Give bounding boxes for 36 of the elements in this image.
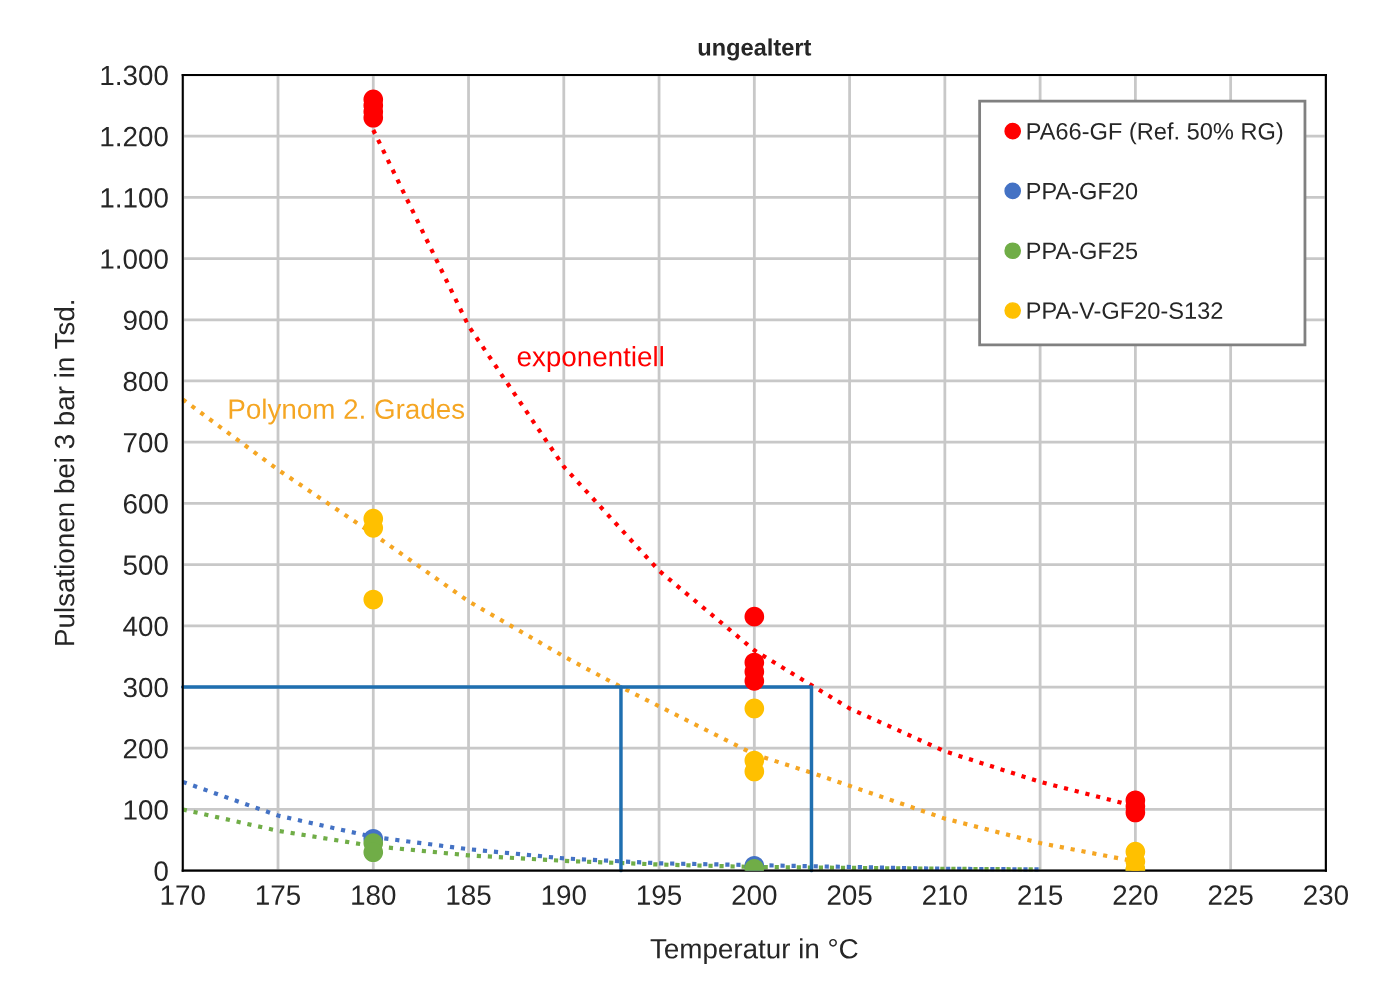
x-tick-label: 220 (1113, 885, 1158, 905)
legend-label: PA66-GF (Ref. 50% RG) (1027, 122, 1283, 145)
y-axis-title: Pulsationen bei 3 bar in Tsd. (54, 301, 75, 645)
x-tick-label: 225 (1208, 885, 1253, 905)
legend-label: PPA-GF25 (1027, 242, 1138, 260)
x-tick-label: 215 (1018, 885, 1063, 905)
x-tick-label: 210 (923, 885, 967, 905)
x-tick-label: 205 (827, 885, 872, 905)
y-tick-label: 100 (124, 800, 168, 820)
y-tick-label: 300 (123, 677, 168, 698)
y-tick-label: 400 (123, 616, 168, 637)
y-tick-label: 900 (123, 310, 168, 331)
legend-label: PPA-V-GF20-S132 (1027, 302, 1223, 320)
x-tick-label: 175 (256, 885, 301, 905)
y-tick-label: 500 (123, 555, 168, 575)
y-tick-label: 1.000 (101, 249, 168, 269)
y-tick-label: 700 (123, 432, 168, 453)
annotation: exponentiell (517, 346, 663, 372)
x-tick-label: 195 (638, 885, 682, 905)
y-tick-label: 1.200 (101, 126, 168, 147)
x-tick-label: 185 (447, 885, 491, 905)
x-tick-label: 200 (732, 885, 777, 905)
y-tick-label: 0 (154, 861, 168, 881)
x-tick-label: 190 (542, 885, 586, 905)
y-tick-label: 1.300 (101, 65, 168, 86)
y-tick-label: 800 (123, 371, 168, 392)
y-tick-label: 200 (123, 738, 168, 759)
x-tick-label: 170 (161, 885, 205, 905)
x-tick-label: 180 (352, 885, 396, 905)
y-tick-label: 600 (123, 494, 168, 514)
y-tick-label: 1.100 (101, 188, 168, 208)
annotation: Polynom 2. Grades (229, 398, 465, 425)
x-axis-title: Temperatur in °C (650, 938, 858, 965)
x-tick-label: 230 (1304, 885, 1348, 905)
legend-label: PPA-GF20 (1027, 182, 1138, 200)
chart-title: ungealtert (698, 38, 812, 61)
